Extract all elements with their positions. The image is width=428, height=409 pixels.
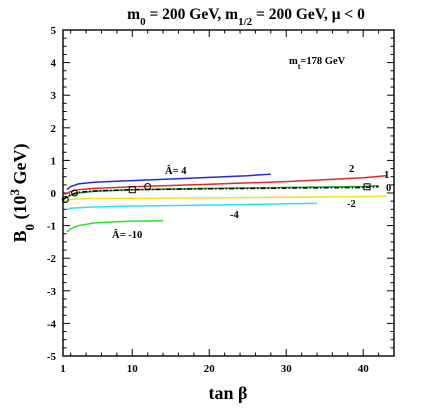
y-tick-label: 2 (51, 123, 57, 135)
y-tick-label: 0 (51, 188, 57, 200)
series-line-6 (66, 219, 164, 233)
marker-square (128, 186, 136, 194)
y-tick-label: -5 (47, 351, 57, 363)
series-layer (62, 173, 387, 233)
series-label-2: 2 (349, 164, 354, 175)
x-axis-label: tan β (209, 383, 248, 403)
y-tick-label: -2 (47, 253, 57, 265)
y-axis-label: B0 (103 GeV) (7, 143, 37, 242)
top-quark-mass-annotation: mt=178 GeV (289, 56, 346, 71)
series-line-0 (66, 173, 271, 191)
marker-layer (61, 182, 371, 204)
y-tick-label: 1 (51, 155, 57, 167)
y-tick-label: 4 (51, 58, 57, 70)
x-tick-label: 20 (204, 363, 216, 375)
series-label-a-minus10: Â= -10 (112, 229, 142, 241)
axis-ticks (63, 29, 395, 357)
tick-labels: -5 -4 -3 -2 -1 0 1 2 3 4 5 1 10 20 30 40 (47, 25, 369, 375)
marker-square (363, 183, 371, 191)
x-tick-label: 30 (281, 363, 293, 375)
x-tick-label: 1 (60, 363, 66, 375)
series-label-a4: Â= 4 (165, 165, 187, 177)
series-label-1: 1 (384, 170, 389, 181)
series-label-minus4: -4 (230, 210, 239, 221)
series-line-4 (64, 195, 387, 202)
y-tick-label: 3 (51, 90, 57, 102)
chart-title: m0 = 200 GeV, m1/2 = 200 GeV, μ < 0 (127, 6, 365, 28)
x-tick-label: 40 (358, 363, 370, 375)
y-tick-label: -4 (47, 318, 57, 330)
x-tick-label: 10 (127, 363, 139, 375)
marker-circle (61, 196, 69, 204)
series-label-0: 0 (386, 183, 391, 194)
marker-circle (144, 182, 152, 190)
y-tick-label: -3 (47, 286, 57, 298)
y-tick-label: 5 (51, 25, 57, 37)
series-line-3 (62, 186, 379, 201)
series-line-5 (66, 202, 318, 211)
series-label-minus2: -2 (347, 199, 356, 210)
y-tick-label: -1 (47, 221, 56, 233)
marker-circle (71, 189, 79, 197)
